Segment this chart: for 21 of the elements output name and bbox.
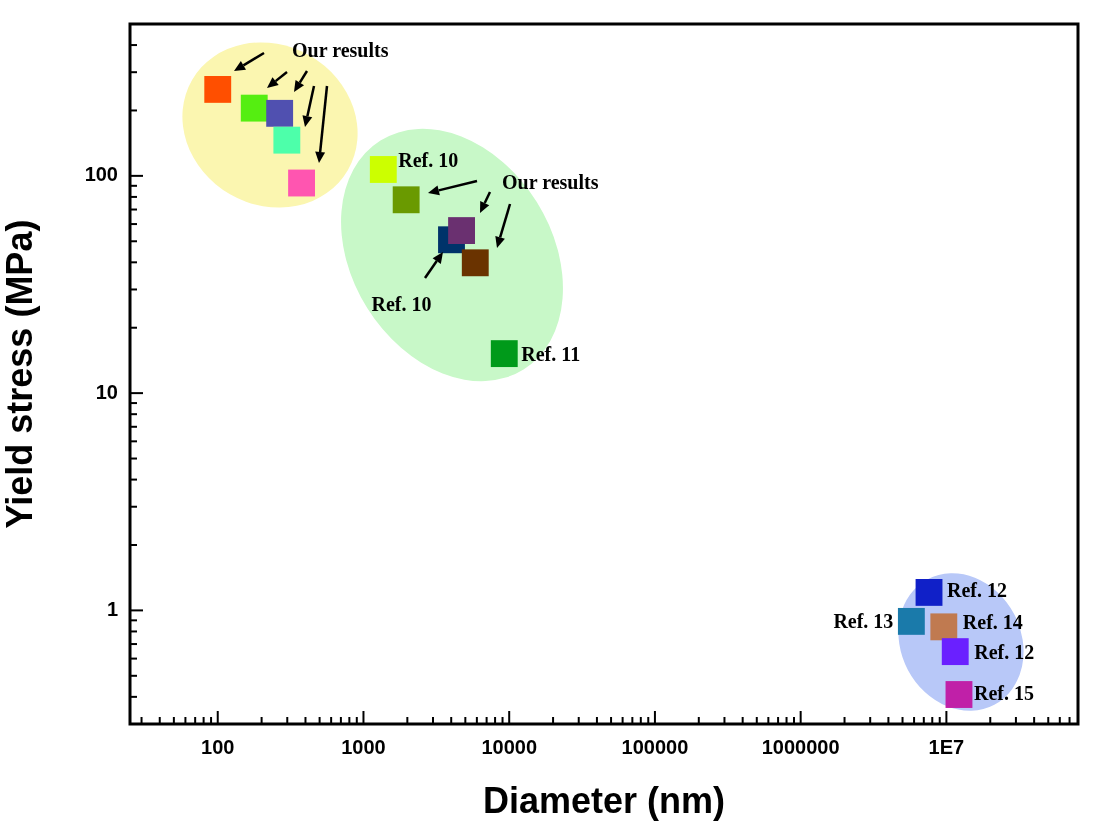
x-tick-label: 1000 [341, 735, 386, 758]
annotation: Ref. 13 [833, 609, 894, 632]
y-tick-label: 10 [95, 380, 118, 403]
x-tick-label: 10000 [481, 735, 538, 758]
annotation: Ref. 10 [398, 148, 459, 171]
annotation: Ref. 11 [521, 342, 581, 365]
x-tick-label: 1000000 [761, 735, 840, 758]
annotation: Our results [292, 39, 389, 62]
y-axis-title: Yield stress (MPa) [0, 219, 40, 529]
x-tick-label: 100 [201, 735, 235, 758]
y-tick-label: 100 [84, 163, 118, 186]
x-axis-title: Diameter (nm) [482, 780, 726, 822]
annotation: Ref. 14 [962, 611, 1023, 634]
annotation: Ref. 12 [947, 578, 1008, 601]
x-tick-label: 100000 [621, 735, 689, 758]
annotation: Ref. 10 [371, 292, 432, 315]
annotation: Our results [502, 171, 599, 194]
annotation: Ref. 15 [973, 681, 1034, 704]
x-tick-label: 1E7 [928, 735, 965, 758]
annotation: Ref. 12 [974, 640, 1035, 663]
y-tick-label: 1 [106, 597, 118, 620]
